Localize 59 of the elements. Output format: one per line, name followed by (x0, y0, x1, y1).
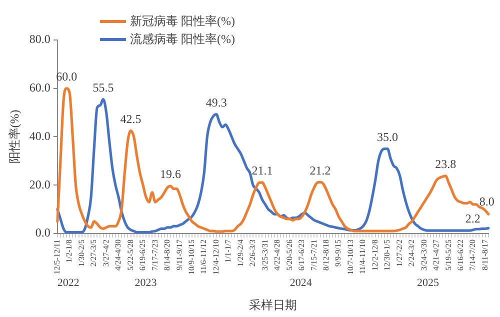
x-tick-label: 8/12-8/18 (321, 239, 330, 271)
y-tick-label: 40.0 (29, 128, 50, 143)
x-tick-label: 11/6-11/12 (199, 239, 208, 274)
x-tick-label: 1/27-2/2 (394, 239, 404, 267)
x-tick-label: 6/19-6/25 (138, 239, 148, 271)
x-tick-label: 2/24-3/2 (407, 239, 416, 267)
data-label: 21.1 (252, 164, 273, 178)
x-tick-label: 6/16-6/22 (456, 239, 465, 271)
y-tick-label: 80.0 (29, 32, 50, 46)
y-tick-label: 60.0 (29, 80, 50, 95)
x-tick-label: 3/27-4/2 (101, 239, 110, 267)
x-tick-label: 7/14-7/20 (468, 239, 478, 271)
x-tick-label: 8/11-8/17 (480, 239, 490, 270)
x-tick-label: 1/2-1/8 (64, 239, 74, 263)
x-tick-label: 1/29-2/4 (236, 239, 245, 267)
data-label: 19.6 (160, 167, 181, 182)
x-tick-label: 4/24-4/30 (114, 239, 123, 271)
text: 2022 (57, 276, 80, 289)
x-tick-label: 10/9-10/15 (186, 239, 196, 275)
y-tick-label: 0.0 (35, 226, 50, 240)
x-tick-label: 12/4-12/10 (211, 239, 220, 275)
x-tick-label: 4/21-4/27 (432, 239, 441, 271)
x-tick-label: 5/19-5/25 (444, 239, 453, 271)
x-tick-label: 9/11-9/17 (174, 239, 184, 270)
x-tick-label: 1/1-1/7 (224, 239, 233, 263)
x-tick-label: 9/9-9/15 (334, 239, 343, 267)
data-label: 21.2 (310, 163, 331, 178)
x-tick-label: 6/17-6/23 (297, 239, 306, 271)
x-tick-label: 12/2-12/8 (370, 239, 380, 271)
text: 2024 (290, 276, 312, 289)
x-tick-label: 11/4-11/10 (358, 239, 368, 274)
x-tick-label: 5/22-5/28 (126, 239, 135, 271)
x-tick-label: 2/27-3/5 (89, 239, 98, 267)
x-tick-label: 8/14-8/20 (162, 239, 172, 271)
text: 2025 (417, 276, 440, 289)
text: 2023 (134, 276, 158, 289)
legend-label: 流感病毒 阳性率(%) (130, 31, 235, 48)
x-tick-label: 3/24-3/30 (419, 239, 428, 271)
data-label: 23.8 (435, 157, 456, 172)
x-axis-title: 采样日期 (248, 298, 297, 312)
x-tick-label: 2/26-3/3 (248, 239, 258, 267)
legend-label: 新冠病毒 阳性率(%) (130, 13, 235, 30)
x-tick-label: 4/22-4/28 (272, 239, 282, 271)
data-label: 55.5 (92, 80, 114, 94)
x-tick-label: 12/5-12/11 (52, 239, 62, 274)
y-axis-title: 阳性率(%) (7, 110, 22, 164)
data-label: 49.3 (206, 95, 227, 110)
x-tick-label: 7/17-7/23 (150, 239, 160, 271)
x-tick-label: 12/30-1/5 (382, 239, 392, 271)
data-label: 8.0 (479, 194, 494, 208)
x-tick-label: 10/7-10/13 (346, 239, 355, 275)
x-tick-label: 7/15-7/21 (309, 239, 318, 271)
x-tick-label: 1/30-2/5 (76, 239, 86, 267)
data-label: 35.0 (377, 130, 398, 144)
data-label: 42.5 (120, 112, 142, 126)
x-tick-label: 3/25-3/31 (260, 239, 270, 271)
data-label: 2.2 (465, 211, 480, 226)
y-tick-label: 20.0 (29, 177, 50, 192)
x-tick-label: 5/20-5/26 (284, 239, 294, 271)
